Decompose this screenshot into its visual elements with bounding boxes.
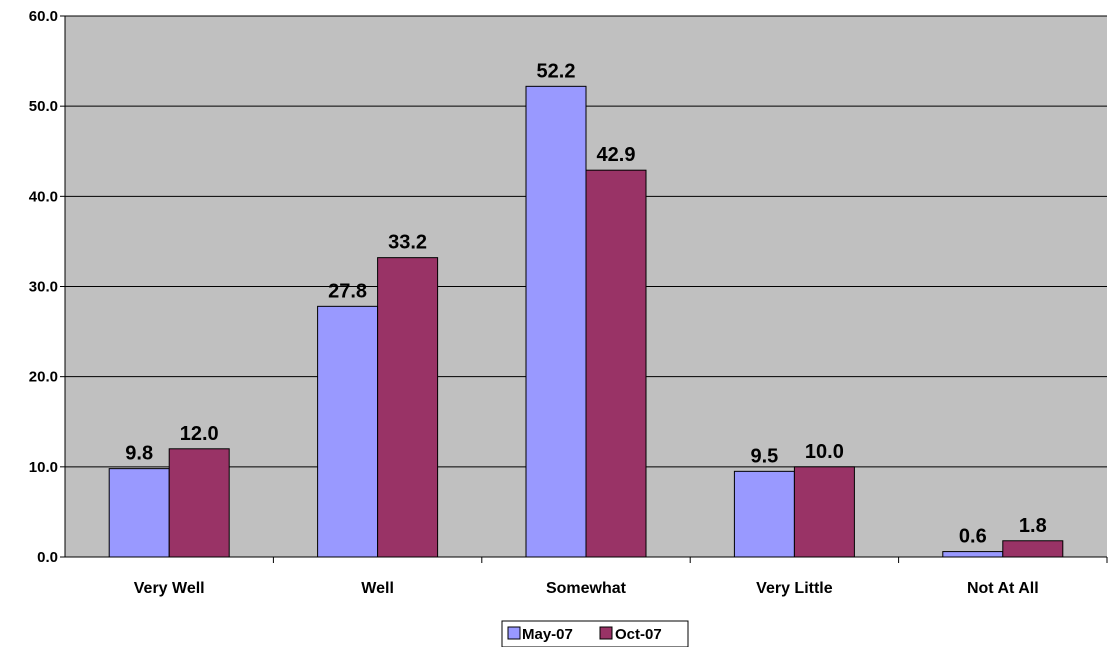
data-labels: 9.8 12.0 27.8 33.2 52.2 42.9 9.5 10.0 0.6 1.8 [125,60,1046,547]
data-label: 1.8 [1019,515,1047,537]
x-category-label: Not At All [967,580,1039,597]
bar-may-07 [108,468,170,558]
bars [108,85,1064,558]
bar-oct-07 [377,257,439,558]
bar-oct-07 [168,448,230,558]
bar-may-07 [942,551,1004,558]
data-label: 9.8 [125,443,153,465]
data-label: 33.2 [388,232,427,254]
data-label: 52.2 [537,60,576,82]
y-tick-label: 60.0 [29,8,58,25]
x-category-label: Somewhat [546,580,627,597]
bar-oct-07 [585,169,647,558]
bar-may-07 [317,305,379,558]
y-tick-label: 50.0 [29,98,58,115]
data-label: 0.6 [959,526,987,548]
data-label: 42.9 [597,144,636,166]
bar-oct-07 [793,466,855,558]
legend-label-may-07: May-07 [522,626,573,643]
y-tick-label: 10.0 [29,459,58,476]
data-label: 9.5 [750,445,778,467]
data-label: 12.0 [180,423,219,445]
legend-label-oct-07: Oct-07 [615,626,662,643]
legend-swatch-may-07 [507,626,521,640]
y-tick-label: 0.0 [37,549,58,566]
legend: May-07 Oct-07 [501,620,689,647]
x-category-label: Very Little [756,580,833,597]
x-category-label: Well [361,580,394,597]
data-label: 27.8 [328,280,367,302]
bar-oct-07 [1002,540,1064,558]
y-tick-label: 20.0 [29,369,58,386]
legend-box [501,620,689,647]
y-tick-label: 30.0 [29,279,58,296]
x-category-labels: Very Well Well Somewhat Very Little Not At A… [134,580,1039,597]
bar-may-07 [525,85,587,558]
y-tick-label: 40.0 [29,188,58,205]
legend-swatch-oct-07 [599,626,613,640]
data-label: 10.0 [805,441,844,463]
bar-may-07 [733,470,795,558]
axes [60,15,1108,563]
y-tick-labels: 0.0 10.0 20.0 30.0 40.0 50.0 60.0 [29,8,58,566]
x-category-label: Very Well [134,580,205,597]
